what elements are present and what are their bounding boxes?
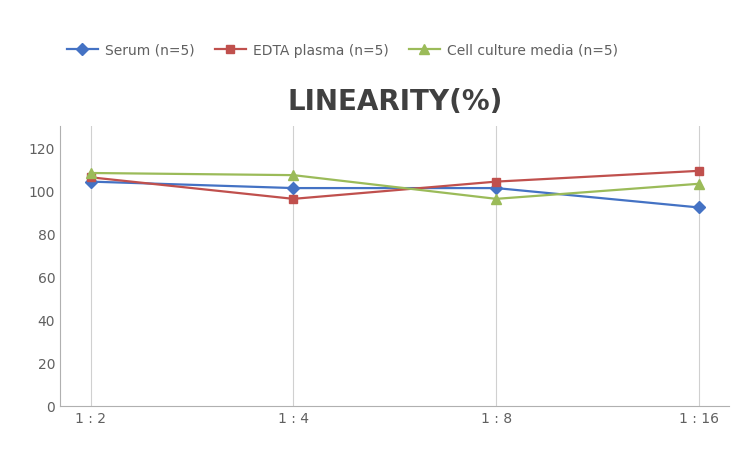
Line: EDTA plasma (n=5): EDTA plasma (n=5)	[86, 167, 703, 203]
Cell culture media (n=5)	[695, 182, 704, 187]
Serum (n=5)	[695, 205, 704, 211]
Legend: Serum (n=5), EDTA plasma (n=5), Cell culture media (n=5): Serum (n=5), EDTA plasma (n=5), Cell cul…	[67, 44, 617, 58]
Line: Cell culture media (n=5): Cell culture media (n=5)	[86, 169, 704, 204]
Cell culture media (n=5)	[289, 173, 298, 179]
Serum (n=5)	[289, 186, 298, 191]
EDTA plasma (n=5)	[289, 197, 298, 202]
EDTA plasma (n=5)	[86, 175, 95, 180]
EDTA plasma (n=5)	[695, 169, 704, 174]
Line: Serum (n=5): Serum (n=5)	[86, 178, 703, 212]
Serum (n=5)	[492, 186, 501, 191]
Cell culture media (n=5)	[492, 197, 501, 202]
EDTA plasma (n=5)	[492, 179, 501, 185]
Title: LINEARITY(%): LINEARITY(%)	[287, 87, 502, 115]
Cell culture media (n=5)	[86, 171, 95, 176]
Serum (n=5)	[86, 179, 95, 185]
